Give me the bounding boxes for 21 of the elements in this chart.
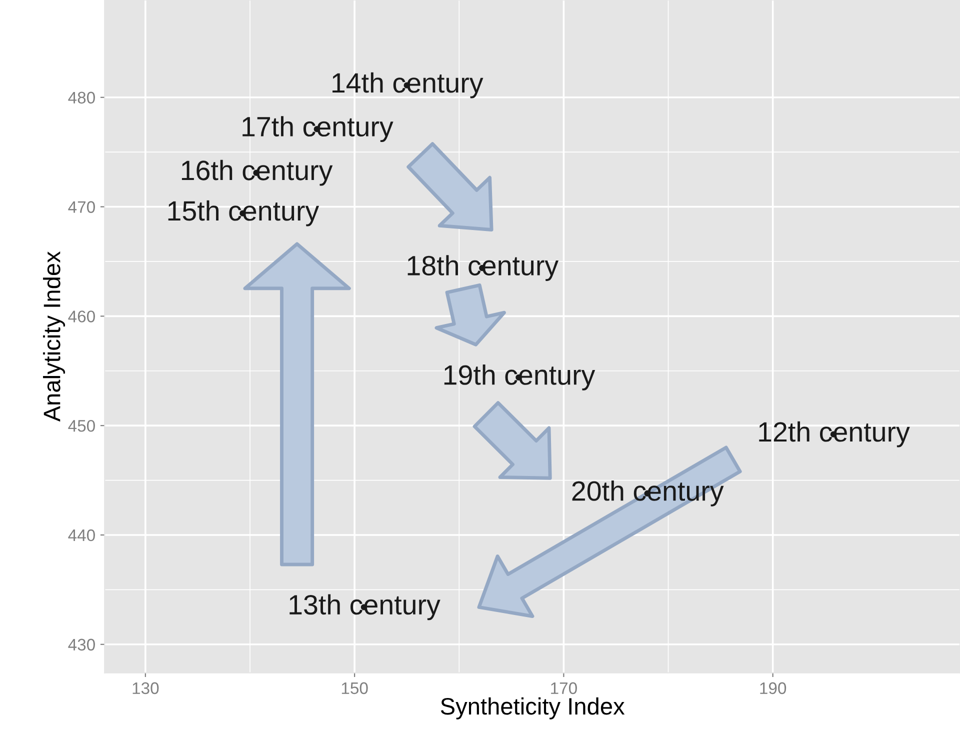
y-tick-label: 440 [68,529,95,542]
annotation: 12th century [759,421,910,448]
annotation: 15th century [168,200,320,226]
x-tick-label: 170 [551,682,577,694]
x-tick-label: 130 [132,682,159,694]
annotation: 19th century [444,364,596,390]
y-tick-label: 480 [68,92,95,104]
annotation: 13th century [290,594,440,620]
y-tick-label: 470 [68,201,95,213]
y-tick-label: 450 [68,420,95,432]
annotation: 17th century [242,116,394,142]
y-tick-label: 430 [68,638,95,651]
x-axis-title: Syntheticity Index [440,697,625,720]
y-tick-label: 460 [68,310,95,322]
annotation: 18th century [408,255,559,281]
annotation: 20th century [572,480,724,506]
annotation: 16th century [182,160,333,186]
annotation: 14th century [332,72,484,98]
x-tick-label: 150 [342,682,368,694]
y-axis-title: Analyticity Index [43,251,66,422]
x-tick-label: 190 [760,682,786,694]
